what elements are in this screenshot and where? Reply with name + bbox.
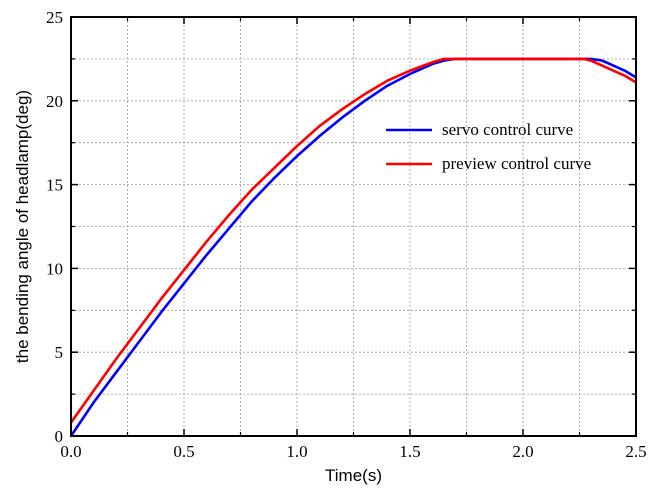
legend-label-1: preview control curve — [442, 154, 591, 173]
y-tick-label: 20 — [46, 92, 63, 111]
x-tick-label: 1.0 — [286, 442, 307, 461]
y-axis-title: the bending angle of headlamp(deg) — [13, 90, 32, 363]
x-tick-label: 2.5 — [625, 442, 646, 461]
x-tick-label: 2.0 — [512, 442, 533, 461]
y-tick-label: 5 — [55, 343, 64, 362]
y-tick-label: 0 — [55, 427, 64, 446]
legend-label-0: servo control curve — [442, 120, 573, 139]
series-line-0 — [69, 57, 637, 437]
series-line-1 — [69, 57, 637, 424]
y-tick-label: 10 — [46, 259, 63, 278]
y-tick-label: 25 — [46, 8, 63, 27]
x-tick-label: 0.0 — [60, 442, 81, 461]
x-tick-label: 0.5 — [173, 442, 194, 461]
y-tick-label: 15 — [46, 176, 63, 195]
x-tick-label: 1.5 — [399, 442, 420, 461]
x-axis-title: Time(s) — [325, 466, 382, 485]
